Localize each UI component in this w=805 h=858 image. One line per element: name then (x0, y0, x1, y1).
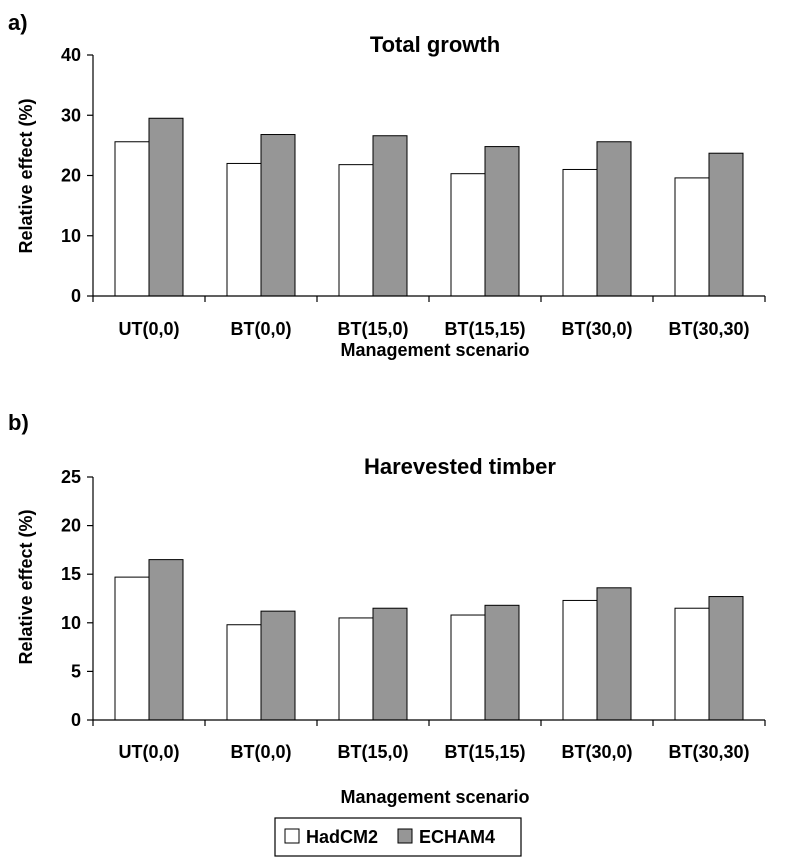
panel-b-bar-hadcm2-3 (450, 614, 486, 721)
panel-b-bar-echam4-1 (260, 610, 296, 721)
panel-a-bar-echam4-5 (708, 152, 744, 297)
panel-b-category-label-1: BT(0,0) (230, 742, 291, 762)
panel-a-category-label-3: BT(15,15) (444, 319, 525, 339)
panel-a-category-label-2: BT(15,0) (337, 319, 408, 339)
panel-a-plot: 0 10 20 30 40 UT(0,0) BT(0,0) BT(15,0) BT(15,15)… (61, 45, 766, 339)
legend-label-hadcm2: HadCM2 (306, 827, 378, 847)
panel-b-bar-hadcm2-1 (226, 624, 262, 721)
panel-b-plot: 0 5 10 15 20 25 UT(0,0) BT(0,0) BT(15,0) BT(15,15… (61, 467, 766, 762)
panel-b-bar-hadcm2-5 (674, 607, 710, 721)
panel-b-y-tick-label-4: 20 (61, 516, 81, 536)
panel-a-y-tick-label-0: 0 (71, 286, 81, 306)
panel-a-bar-hadcm2-3 (450, 173, 486, 297)
panel-a-bar-echam4-2 (372, 135, 408, 297)
panel-a-bar-echam4-0 (148, 117, 184, 297)
panel-b-title: Harevested timber (364, 454, 556, 479)
panel-a-bar-echam4-1 (260, 134, 296, 297)
panel-b-category-label-5: BT(30,30) (668, 742, 749, 762)
legend-swatch-echam4 (397, 828, 413, 844)
panel-b-category-label-2: BT(15,0) (337, 742, 408, 762)
panel-a-bar-echam4-3 (484, 146, 520, 297)
panel-a-y-tick-label-2: 20 (61, 166, 81, 186)
panel-b-label: b) (8, 410, 29, 435)
panel-a-y-tick-label-3: 30 (61, 105, 81, 125)
panel-b-y-axis-label: Relative effect (%) (16, 509, 36, 664)
panel-b-y-tick-label-1: 5 (71, 661, 81, 681)
panel-b-category-label-3: BT(15,15) (444, 742, 525, 762)
panel-b-bar-echam4-0 (148, 559, 184, 721)
panel-a-bar-echam4-4 (596, 141, 632, 297)
panel-a-category-label-5: BT(30,30) (668, 319, 749, 339)
panel-a-y-tick-label-4: 40 (61, 45, 81, 65)
panel-a-bar-hadcm2-1 (226, 162, 262, 297)
panel-a-title: Total growth (370, 32, 500, 57)
panel-a-category-label-1: BT(0,0) (230, 319, 291, 339)
panel-b-bar-echam4-2 (372, 607, 408, 721)
legend: HadCM2 ECHAM4 (274, 817, 522, 857)
panel-a-x-axis-label: Management scenario (340, 340, 529, 360)
panel-b-bar-echam4-3 (484, 604, 520, 721)
panel-a-bar-hadcm2-4 (562, 168, 598, 297)
panel-b-bar-hadcm2-0 (114, 576, 150, 721)
legend-swatch-hadcm2 (284, 828, 300, 844)
panel-a-bar-hadcm2-5 (674, 177, 710, 297)
panel-b-bar-echam4-4 (596, 587, 632, 721)
panel-a-bar-hadcm2-2 (338, 164, 374, 297)
panel-a-category-label-0: UT(0,0) (118, 319, 179, 339)
panel-b-category-label-0: UT(0,0) (118, 742, 179, 762)
panel-b-bar-hadcm2-2 (338, 617, 374, 721)
panel-b-bar-echam4-5 (708, 596, 744, 721)
panel-b-category-label-4: BT(30,0) (561, 742, 632, 762)
panel-a-y-tick-label-1: 10 (61, 226, 81, 246)
panel-b-y-tick-label-2: 10 (61, 613, 81, 633)
panel-a-bar-hadcm2-0 (114, 141, 150, 297)
panel-a-category-label-4: BT(30,0) (561, 319, 632, 339)
panel-b-bar-hadcm2-4 (562, 599, 598, 721)
panel-b-y-tick-label-0: 0 (71, 710, 81, 730)
legend-label-echam4: ECHAM4 (419, 827, 495, 847)
panel-b-y-tick-label-5: 25 (61, 467, 81, 487)
panel-b-y-tick-label-3: 15 (61, 564, 81, 584)
panel-a-y-axis-label: Relative effect (%) (16, 98, 36, 253)
panel-b-x-axis-label: Management scenario (340, 787, 529, 807)
panel-a-label: a) (8, 10, 28, 35)
